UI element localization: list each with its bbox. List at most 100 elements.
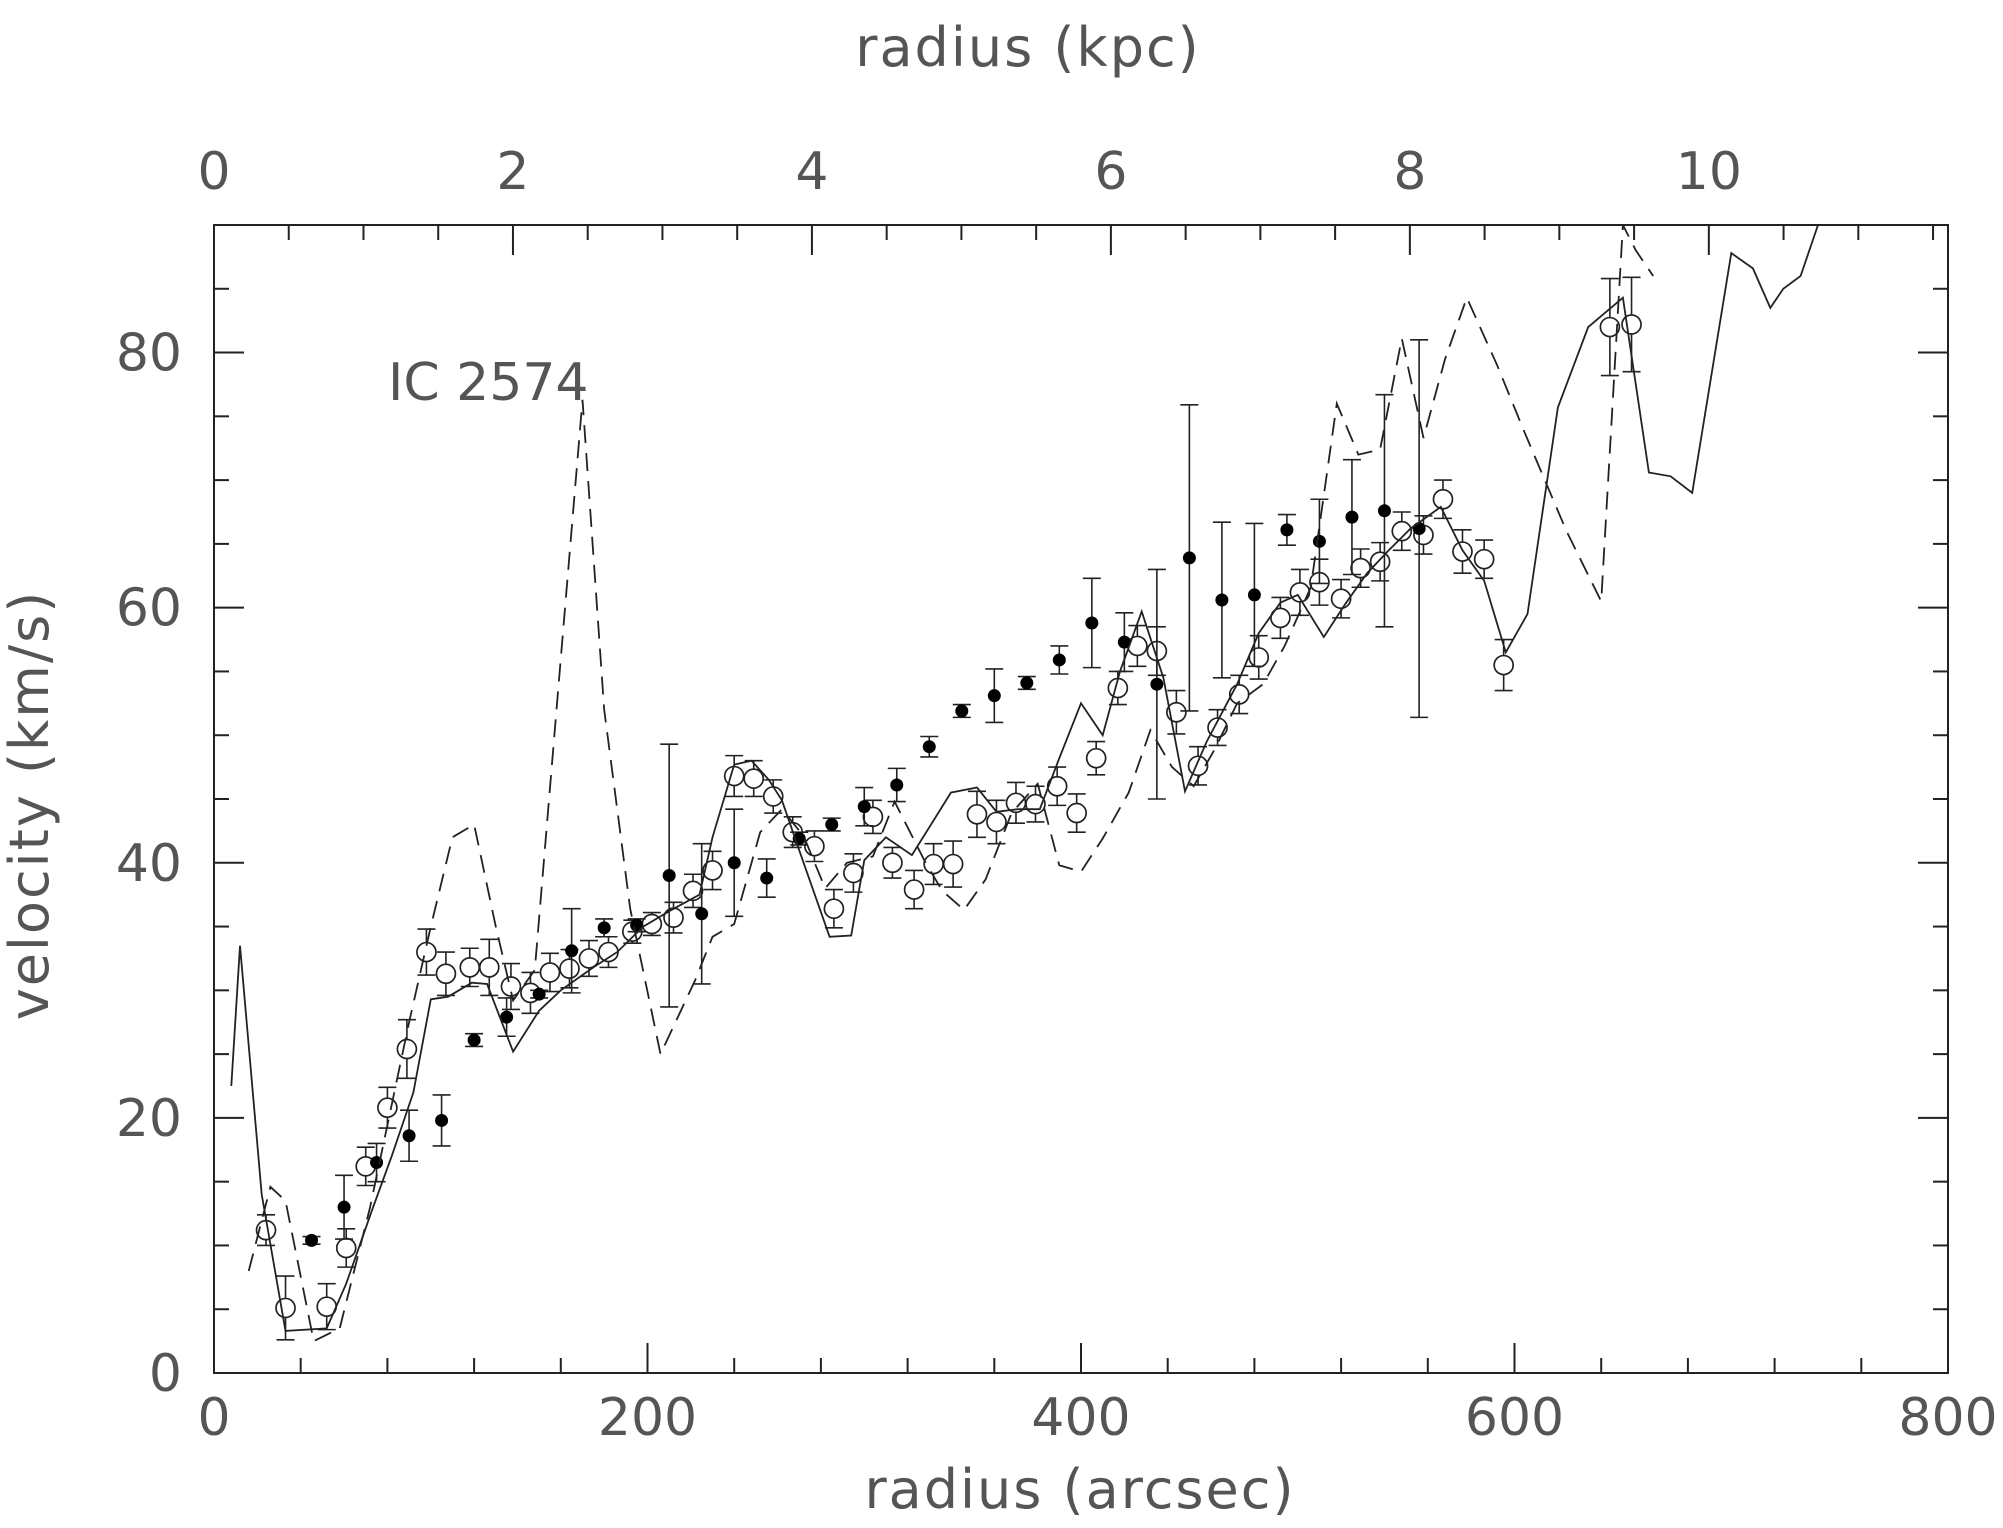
x-tick-label: 400 (1031, 1388, 1130, 1448)
filled-circle-point (1182, 551, 1196, 565)
data-point-group (1248, 634, 1270, 680)
data-point-group (400, 1109, 419, 1163)
data-point-group (627, 918, 646, 933)
labels-layer: radius (kpc) radius (arcsec) velocity (k… (0, 16, 1295, 1521)
data-point-group (920, 735, 939, 758)
x2-tick-label: 4 (795, 142, 828, 202)
data-point-group (1180, 404, 1199, 712)
filled-circle-point (695, 907, 709, 921)
filled-circle-point (565, 944, 579, 958)
data-point-group (1085, 740, 1107, 776)
y-tick-label: 0 (149, 1344, 182, 1404)
data-point-group (823, 888, 845, 929)
bottom-axis-title: radius (arcsec) (864, 1458, 1295, 1521)
data-point-group (855, 786, 874, 827)
open-circle-point (663, 907, 684, 928)
filled-circle-point (825, 818, 839, 832)
x2-tick-label: 8 (1393, 142, 1426, 202)
open-circle-point (335, 1237, 357, 1259)
open-circle-point (559, 958, 580, 979)
filled-circle-point (955, 704, 969, 718)
axes-layer: 0 200 400 600 800 0 2 4 6 8 10 0 20 40 60 80 (116, 142, 1998, 1448)
data-point-group (942, 840, 964, 888)
data-point-group (1212, 521, 1231, 679)
filled-circle-point (922, 740, 936, 754)
data-point-group (1391, 511, 1413, 552)
open-circle-point (1066, 802, 1088, 824)
open-circle-point (435, 963, 457, 985)
filled-circle-point (337, 1200, 351, 1214)
open-circle-point (539, 962, 561, 983)
open-circle-point (275, 1297, 296, 1319)
data-point-group (1375, 393, 1394, 628)
data-point-group (903, 869, 925, 910)
data-point-group (335, 1174, 354, 1240)
open-circle-point (723, 765, 745, 787)
filled-circle-point (1020, 676, 1034, 690)
open-circle-point (1085, 747, 1107, 769)
filled-circle-point (402, 1129, 416, 1143)
filled-circle-point (532, 987, 546, 1001)
data-point-group (1493, 638, 1515, 692)
filled-circle-point (1377, 504, 1391, 518)
filled-circle-point (890, 778, 904, 792)
data-point-group (302, 1233, 321, 1247)
filled-circle-point (760, 871, 774, 885)
dashed-model-line (247, 225, 1654, 1343)
data-point-group (882, 846, 903, 879)
filled-circle-point (1052, 653, 1066, 667)
x2-tick-label: 6 (1094, 142, 1127, 202)
filled-circle-point (1085, 616, 1099, 630)
open-circle-point (1330, 588, 1352, 610)
data-point-group (757, 858, 776, 899)
open-circle-point (578, 948, 600, 969)
data-point-group (335, 1228, 357, 1268)
data-point-group (1350, 548, 1371, 589)
data-point-group (530, 987, 549, 1001)
open-circle-point (923, 853, 944, 875)
data-point-group (416, 928, 437, 976)
data-point-group (723, 754, 745, 798)
data-point-group (1277, 513, 1296, 546)
data-point-group (887, 767, 906, 803)
y-axis-title: velocity (km/s) (0, 590, 61, 1021)
data-point-group (923, 842, 944, 886)
data-point-group (702, 850, 723, 891)
data-point-group (966, 790, 988, 839)
data-point-group (1410, 338, 1429, 719)
open-circle-point (1621, 314, 1642, 335)
data-point-group (1369, 541, 1391, 582)
x2-tick-label: 2 (496, 142, 529, 202)
data-point-group (762, 779, 784, 814)
data-point-group (478, 938, 500, 997)
open-circle-point (1270, 607, 1291, 629)
data-point-group (1413, 515, 1434, 555)
data-point-group (598, 935, 619, 969)
filled-circle-point (1117, 635, 1131, 649)
data-point-group (1082, 577, 1101, 669)
data-point-group (1127, 624, 1148, 668)
series-layer (230, 225, 1819, 1343)
open-circle-point (986, 811, 1007, 833)
open-circle-point (942, 853, 964, 875)
x-tick-label: 600 (1465, 1388, 1564, 1448)
open-circle-point (500, 976, 522, 997)
x-tick-label: 800 (1898, 1388, 1997, 1448)
data-point-group (459, 947, 481, 988)
data-point-group (1599, 277, 1621, 377)
y-tick-label: 40 (116, 834, 182, 894)
open-circle-point (1432, 488, 1454, 510)
open-circle-point (1599, 316, 1621, 338)
data-point-group (725, 808, 744, 918)
open-circle-point (823, 898, 845, 920)
filled-circle-point (1345, 510, 1359, 524)
filled-circle-point (630, 918, 644, 932)
filled-circle-point (435, 1113, 449, 1127)
filled-circle-point (662, 869, 676, 883)
filled-circle-point (467, 1033, 481, 1047)
x2-tick-label: 0 (197, 142, 230, 202)
filled-circle-point (500, 1010, 514, 1024)
data-point-group (1066, 793, 1088, 833)
filled-circle-point (987, 689, 1001, 703)
data-point-group (432, 1094, 451, 1147)
